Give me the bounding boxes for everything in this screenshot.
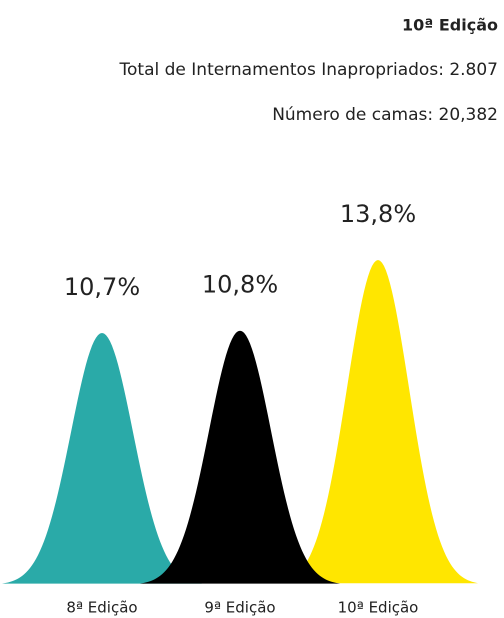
bell-shape [140, 330, 340, 584]
value-label: 13,8% [340, 200, 416, 228]
beds-text: Número de camas: 20,382 [272, 105, 498, 125]
value-label: 10,7% [64, 273, 140, 301]
total-text: Total de Internamentos Inapropriados: 2.… [119, 60, 498, 80]
bell-shape [2, 333, 202, 584]
edition-title: 10ª Edição [402, 16, 498, 35]
category-label: 9ª Edição [204, 599, 275, 617]
value-label: 10,8% [202, 271, 278, 299]
bell-shape [278, 260, 478, 584]
category-label: 10ª Edição [338, 599, 419, 617]
category-label: 8ª Edição [66, 599, 137, 617]
